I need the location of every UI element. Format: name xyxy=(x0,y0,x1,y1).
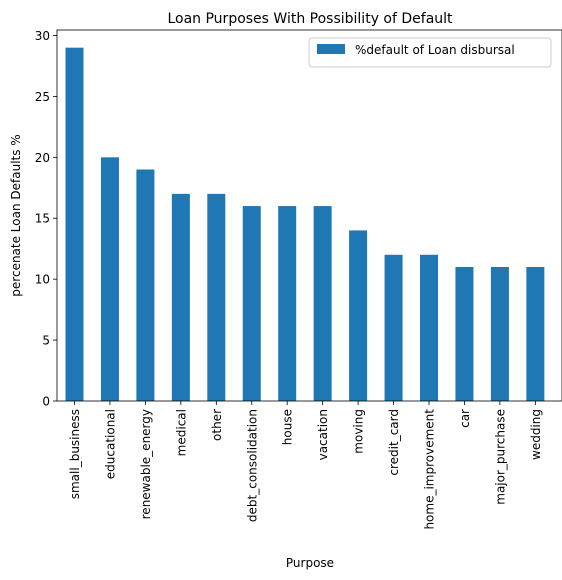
legend-label: %default of Loan disbursal xyxy=(355,43,515,57)
y-axis: 0 5 10 15 20 25 30 xyxy=(35,29,57,409)
bar-renewable_energy xyxy=(136,169,155,401)
bars-group xyxy=(65,47,545,402)
bar-major_purchase xyxy=(490,266,509,401)
y-tick-label: 10 xyxy=(35,273,50,287)
plot-frame xyxy=(56,29,562,402)
y-tick-label: 25 xyxy=(35,90,50,104)
bar-small_business xyxy=(65,47,84,402)
bar-home_improvement xyxy=(420,254,438,401)
y-axis-label: percenate Loan Defaults % xyxy=(9,134,23,296)
x-tick-label-medical: medical xyxy=(174,409,188,456)
bar-debt_consolidation xyxy=(242,206,261,401)
bar-house xyxy=(278,206,297,401)
bar-wedding xyxy=(526,266,545,401)
bar-educational xyxy=(100,157,119,401)
bar-credit_card xyxy=(384,254,403,401)
y-tick-label: 30 xyxy=(35,29,50,43)
x-tick-label-moving: moving xyxy=(352,409,366,454)
legend: %default of Loan disbursal xyxy=(308,37,552,68)
bar-vacation xyxy=(313,206,332,401)
x-tick-label-major_purchase: major_purchase xyxy=(493,409,507,505)
x-tick-label-small_business: small_business xyxy=(68,409,82,499)
x-tick-label-car: car xyxy=(458,409,472,428)
x-tick-label-wedding: wedding xyxy=(529,409,543,460)
y-tick-label: 20 xyxy=(35,151,50,165)
legend-frame xyxy=(308,37,552,68)
x-tick-label-house: house xyxy=(281,409,295,445)
x-tick-label-educational: educational xyxy=(103,409,117,479)
y-tick-label: 15 xyxy=(35,212,50,226)
x-tick-label-other: other xyxy=(210,409,224,441)
x-tick-label-home_improvement: home_improvement xyxy=(423,409,437,530)
bar-other xyxy=(207,193,226,401)
y-tick-label: 0 xyxy=(42,395,50,409)
chart-title: Loan Purposes With Possibility of Defaul… xyxy=(167,11,453,27)
x-tick-label-renewable_energy: renewable_energy xyxy=(139,409,153,519)
x-tick-label-debt_consolidation: debt_consolidation xyxy=(245,409,259,522)
legend-swatch xyxy=(317,44,345,54)
y-tick-label: 5 xyxy=(42,334,50,348)
bar-car xyxy=(455,266,474,401)
x-axis: small_business educational renewable_energ… xyxy=(68,401,543,530)
x-tick-label-credit_card: credit_card xyxy=(387,409,401,476)
x-tick-label-vacation: vacation xyxy=(316,409,330,460)
bar-moving xyxy=(349,230,368,401)
x-axis-label: Purpose xyxy=(286,556,334,570)
bar-medical xyxy=(171,193,190,401)
